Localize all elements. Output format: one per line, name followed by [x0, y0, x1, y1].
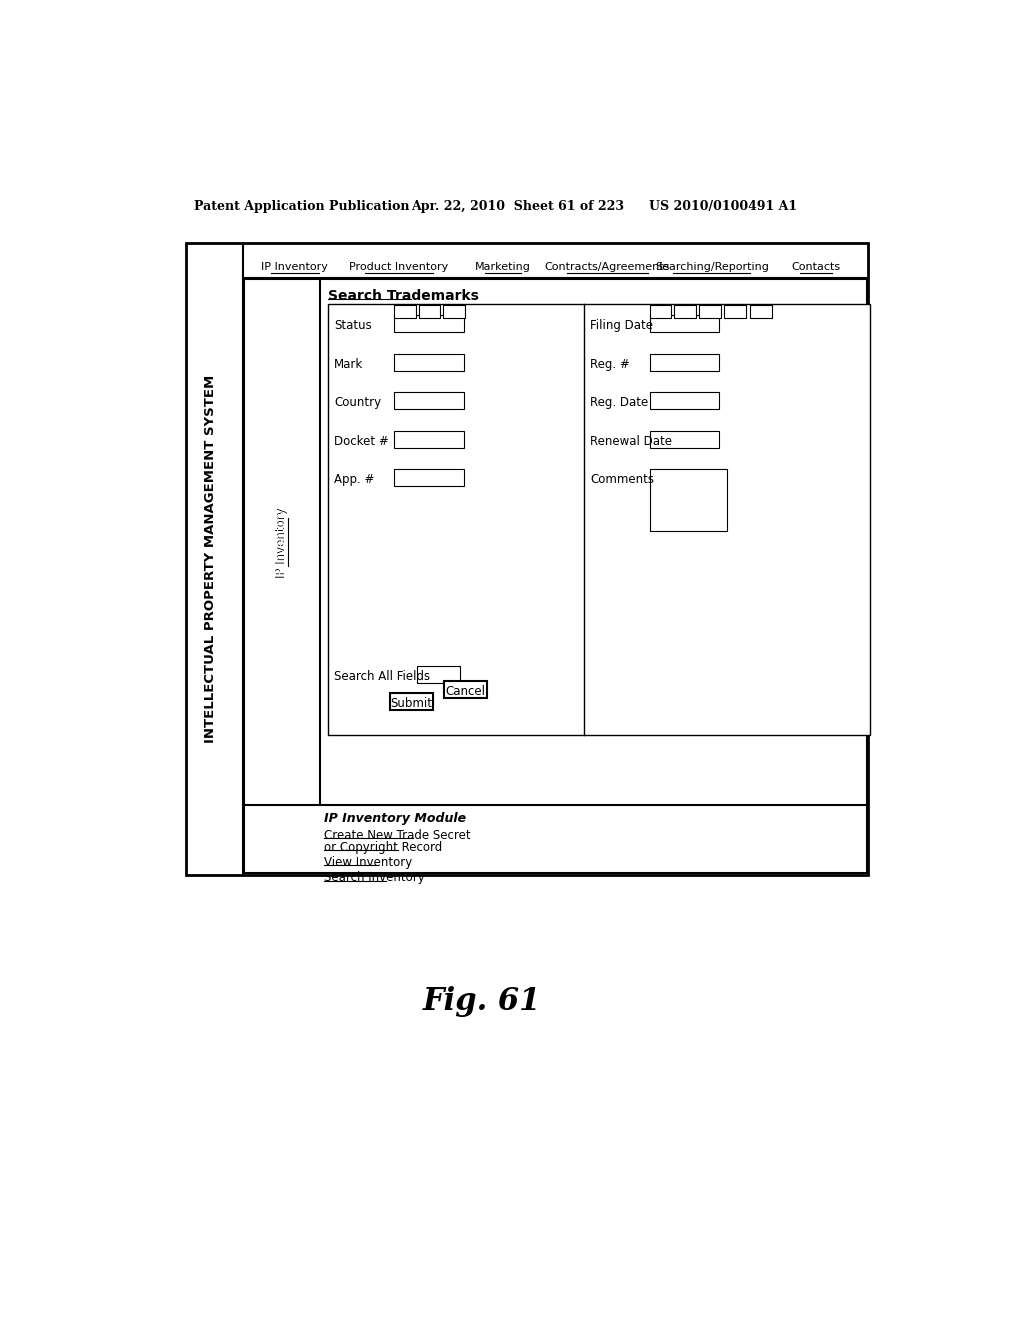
- Text: Renewal Date: Renewal Date: [590, 434, 672, 447]
- Text: Product Inventory: Product Inventory: [349, 261, 449, 272]
- Text: Contacts: Contacts: [792, 261, 841, 272]
- Text: Reg. #: Reg. #: [590, 358, 630, 371]
- Text: Reg. Date: Reg. Date: [590, 396, 648, 409]
- Bar: [394, 354, 464, 371]
- Bar: [649, 305, 672, 318]
- Bar: [443, 305, 465, 318]
- Text: Status: Status: [334, 319, 372, 333]
- Text: Filing Date: Filing Date: [590, 319, 653, 333]
- Bar: [394, 392, 464, 409]
- Bar: [394, 470, 464, 487]
- Bar: [328, 304, 870, 735]
- Bar: [394, 305, 416, 318]
- Text: Cancel: Cancel: [445, 685, 485, 698]
- Text: INTELLECTUAL PROPERTY MANAGEMENT SYSTEM: INTELLECTUAL PROPERTY MANAGEMENT SYSTEM: [205, 375, 217, 743]
- Text: US 2010/0100491 A1: US 2010/0100491 A1: [649, 201, 797, 214]
- Bar: [394, 315, 464, 333]
- Text: Comments: Comments: [590, 474, 654, 486]
- Text: IP Inventory Module: IP Inventory Module: [324, 812, 466, 825]
- Bar: [417, 665, 460, 682]
- Text: View Inventory: View Inventory: [324, 857, 413, 869]
- Text: Patent Application Publication: Patent Application Publication: [194, 201, 410, 214]
- Bar: [724, 305, 745, 318]
- Text: Fig. 61: Fig. 61: [423, 986, 541, 1018]
- Bar: [444, 681, 486, 698]
- Text: Country: Country: [334, 396, 381, 409]
- Text: App. #: App. #: [334, 474, 375, 486]
- Text: IP Inventory: IP Inventory: [275, 508, 288, 579]
- Bar: [649, 470, 727, 531]
- Text: Search Trademarks: Search Trademarks: [328, 289, 479, 302]
- Text: Docket #: Docket #: [334, 434, 389, 447]
- Text: IP Inventory: IP Inventory: [275, 507, 288, 578]
- Bar: [649, 430, 719, 447]
- Text: IP Inventory: IP Inventory: [261, 261, 329, 272]
- Text: Search Inventory: Search Inventory: [324, 871, 425, 884]
- Bar: [649, 392, 719, 409]
- Text: Submit: Submit: [390, 697, 432, 710]
- Bar: [675, 305, 696, 318]
- Text: Searching/Reporting: Searching/Reporting: [654, 261, 769, 272]
- Bar: [390, 693, 432, 710]
- Bar: [751, 305, 772, 318]
- Bar: [394, 430, 464, 447]
- Text: Marketing: Marketing: [475, 261, 531, 272]
- Bar: [699, 305, 721, 318]
- Text: Apr. 22, 2010  Sheet 61 of 223: Apr. 22, 2010 Sheet 61 of 223: [411, 201, 624, 214]
- Bar: [245, 280, 866, 873]
- Text: or Copyright Record: or Copyright Record: [324, 841, 442, 854]
- Text: Search All Fields: Search All Fields: [334, 669, 430, 682]
- Text: Contracts/Agreements: Contracts/Agreements: [545, 261, 671, 272]
- Bar: [649, 315, 719, 333]
- Bar: [419, 305, 440, 318]
- Bar: [186, 243, 868, 875]
- Text: Create New Trade Secret: Create New Trade Secret: [324, 829, 471, 842]
- Text: Mark: Mark: [334, 358, 364, 371]
- Bar: [649, 354, 719, 371]
